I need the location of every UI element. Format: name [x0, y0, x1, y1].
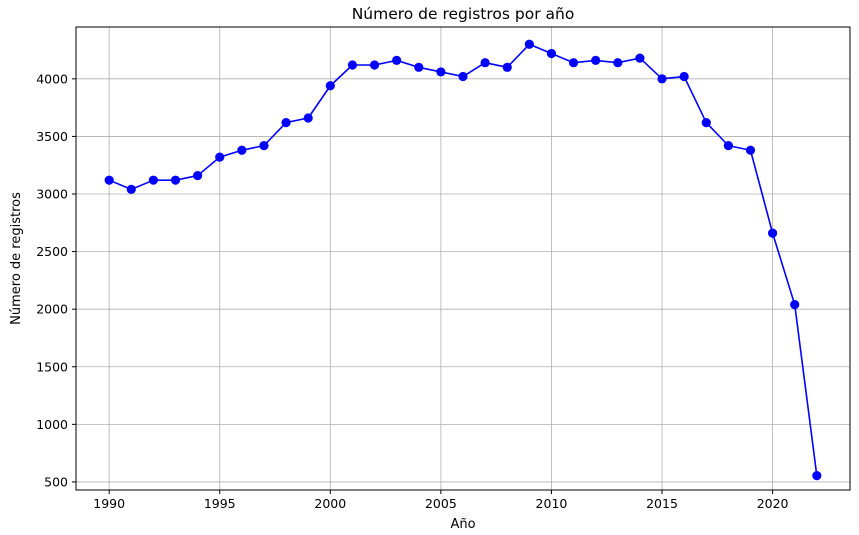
data-point	[723, 141, 733, 151]
x-axis-label: Año	[450, 517, 475, 532]
data-point	[392, 55, 402, 66]
data-point	[679, 71, 689, 82]
y-tick-label: 1000	[36, 417, 68, 432]
y-axis: 500 1000 1500 2000 2500 3000 3500 4000	[36, 71, 76, 489]
x-axis: 1990 1995 2000 2005 2010 2015 2020	[93, 490, 789, 511]
data-point	[325, 81, 335, 91]
grid-lines	[76, 27, 850, 490]
data-point	[126, 184, 136, 194]
data-point	[436, 67, 446, 77]
data-point	[635, 53, 645, 63]
data-point	[303, 113, 313, 123]
y-axis-label: Número de registros	[9, 192, 24, 325]
data-point	[414, 62, 424, 72]
y-tick-label: 500	[44, 474, 68, 489]
data-point	[591, 55, 601, 66]
x-tick-label: 2015	[646, 496, 678, 511]
x-tick-label: 2020	[757, 496, 789, 511]
data-point	[568, 58, 579, 68]
data-point	[170, 175, 181, 185]
x-tick-label: 1990	[93, 496, 125, 511]
data-point	[104, 175, 114, 185]
data-point	[701, 117, 711, 128]
y-tick-label: 2000	[36, 302, 68, 317]
data-point	[790, 299, 800, 310]
x-tick-label: 2010	[536, 496, 568, 511]
data-point	[215, 152, 225, 162]
y-tick-label: 3500	[36, 129, 68, 144]
y-tick-label: 3000	[36, 187, 68, 202]
x-tick-label: 1995	[204, 496, 236, 511]
data-point	[148, 175, 158, 185]
series-line	[108, 43, 818, 476]
x-tick-label: 2000	[314, 496, 346, 511]
data-point	[613, 58, 623, 68]
data-point	[281, 117, 291, 128]
data-point	[458, 71, 468, 82]
data-point	[480, 58, 490, 68]
data-point	[369, 60, 380, 70]
data-point	[502, 62, 512, 72]
data-point	[259, 141, 269, 151]
y-tick-label: 2500	[36, 244, 68, 259]
data-point	[347, 60, 358, 70]
data-point	[546, 48, 557, 59]
data-point	[657, 74, 667, 84]
data-point	[193, 170, 203, 181]
data-point	[524, 39, 534, 49]
y-tick-label: 4000	[36, 71, 68, 86]
plot-frame	[75, 26, 851, 491]
chart-title: Número de registros por año	[352, 5, 575, 23]
data-point	[745, 145, 756, 155]
data-point	[812, 471, 822, 481]
x-tick-label: 2005	[425, 496, 457, 511]
series-group	[104, 39, 822, 481]
y-tick-label: 1500	[36, 359, 68, 374]
data-point	[768, 228, 778, 238]
data-point	[237, 145, 247, 155]
